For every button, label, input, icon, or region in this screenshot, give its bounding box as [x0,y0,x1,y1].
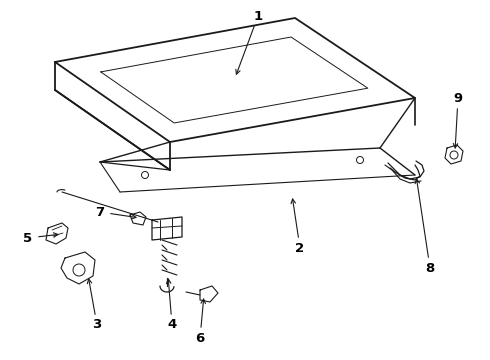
Text: 8: 8 [425,261,435,274]
Text: 2: 2 [295,242,305,255]
Text: 3: 3 [93,319,101,332]
Text: 9: 9 [453,91,463,104]
Text: 6: 6 [196,332,205,345]
Text: 4: 4 [168,319,176,332]
Text: 5: 5 [24,231,32,244]
Text: 7: 7 [96,206,104,219]
Text: 1: 1 [253,9,263,23]
